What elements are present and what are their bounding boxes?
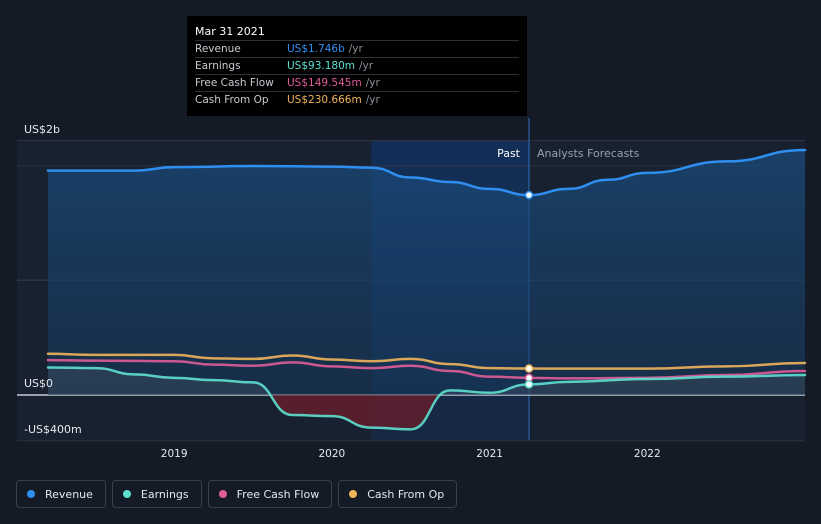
x-tick-label: 2021	[476, 448, 503, 460]
tooltip-row-free-cash-flow: Free Cash Flow US$149.545m /yr	[195, 74, 519, 91]
tooltip-date: Mar 31 2021	[195, 25, 265, 38]
forecast-label: Analysts Forecasts	[537, 147, 640, 160]
earnings-line	[46, 366, 807, 431]
chart-legend: Revenue Earnings Free Cash Flow Cash Fro…	[16, 480, 458, 510]
legend-dot-icon	[27, 490, 35, 498]
tooltip-label: Free Cash Flow	[195, 77, 274, 89]
tooltip-label: Cash From Op	[195, 94, 269, 106]
y-tick-label: US$0	[24, 377, 53, 390]
earnings-negative-area	[48, 395, 805, 430]
revenue-marker	[524, 190, 534, 200]
free-cash-flow-line	[46, 358, 807, 380]
y-tick-label: US$2b	[24, 123, 60, 136]
tooltip-row-revenue: Revenue US$1.746b /yr	[195, 40, 519, 57]
legend-label: Revenue	[45, 487, 93, 501]
cash-from-op-line	[46, 352, 807, 370]
legend-dot-icon	[349, 490, 358, 498]
legend-label: Free Cash Flow	[236, 487, 320, 501]
tooltip-unit: /yr	[365, 94, 380, 106]
x-tick-label: 2019	[161, 448, 188, 460]
legend-label: Earnings	[140, 487, 189, 501]
tooltip-row-earnings: Earnings US$93.180m /yr	[195, 57, 519, 74]
tooltip-value: US$93.180m	[287, 60, 355, 72]
cash-from-op-marker	[524, 364, 534, 373]
y-tick-label: -US$400m	[24, 423, 82, 436]
earnings-positive-area	[48, 367, 805, 395]
tooltip-label: Earnings	[195, 60, 241, 72]
legend-dot-icon	[122, 490, 131, 498]
legend-item-revenue[interactable]: Revenue	[16, 480, 106, 508]
tooltip-value: US$1.746b	[287, 43, 345, 55]
tooltip-label: Revenue	[195, 43, 241, 55]
legend-label: Cash From Op	[367, 487, 445, 501]
tooltip-unit: /yr	[365, 77, 380, 89]
tooltip-row-cash-from-op: Cash From Op US$230.666m /yr	[195, 91, 519, 108]
legend-dot-icon	[218, 490, 227, 498]
earnings-marker	[524, 380, 534, 389]
revenue-area	[48, 149, 805, 395]
tooltip-unit: /yr	[348, 43, 363, 55]
tooltip-unit: /yr	[359, 60, 374, 72]
data-tooltip: Mar 31 2021 Revenue US$1.746b /yr Earnin…	[187, 16, 527, 116]
legend-item-cash-from-op[interactable]: Cash From Op	[338, 480, 458, 508]
x-tick-label: 2020	[319, 448, 346, 460]
x-tick-label: 2022	[634, 448, 661, 460]
legend-item-earnings[interactable]: Earnings	[111, 480, 202, 508]
tooltip-value: US$149.545m	[287, 77, 362, 89]
revenue-line	[46, 148, 807, 197]
tooltip-value: US$230.666m	[287, 94, 362, 106]
past-label: Past	[497, 147, 521, 160]
legend-item-free-cash-flow[interactable]: Free Cash Flow	[207, 480, 333, 508]
